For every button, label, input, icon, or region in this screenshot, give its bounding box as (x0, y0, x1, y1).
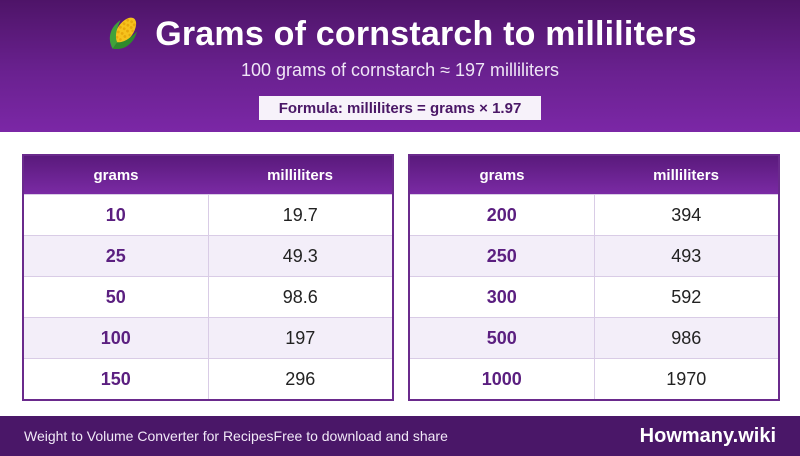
column-header-grams: grams (93, 166, 139, 184)
table-row: 250 493 (410, 235, 778, 276)
column-header-grams: grams (479, 166, 525, 184)
table-row: 100 197 (24, 317, 392, 358)
grams-cell: 100 (24, 318, 209, 358)
grams-cell: 500 (410, 318, 595, 358)
brand-logo[interactable]: Howmany.wiki (639, 424, 776, 447)
table-row: 300 592 (410, 276, 778, 317)
column-header-milliliters: milliliters (267, 166, 333, 184)
grams-cell: 150 (24, 359, 209, 399)
table-row: 25 49.3 (24, 235, 392, 276)
table-row: 10 19.7 (24, 194, 392, 235)
corn-icon (110, 17, 138, 50)
table-header: grams milliliters (410, 156, 778, 194)
formula-badge: Formula: milliliters = grams × 1.97 (259, 96, 541, 120)
grams-cell: 1000 (410, 359, 595, 399)
table-row: 50 98.6 (24, 276, 392, 317)
grams-cell: 250 (410, 236, 595, 276)
footer-text: Weight to Volume Converter for Recipes (24, 428, 274, 444)
column-header-milliliters: milliliters (653, 166, 719, 184)
footer-text-2: Free to download and share (273, 428, 448, 444)
milliliters-cell: 592 (671, 286, 702, 307)
page-title: Grams of cornstarch to milliliters (155, 14, 697, 53)
grams-cell: 50 (24, 277, 209, 317)
grams-cell: 25 (24, 236, 209, 276)
milliliters-cell: 49.3 (282, 245, 318, 266)
table-row: 500 986 (410, 317, 778, 358)
milliliters-cell: 98.6 (282, 286, 318, 307)
table-row: 200 394 (410, 194, 778, 235)
milliliters-cell: 986 (671, 327, 702, 348)
table-row: 150 296 (24, 358, 392, 399)
milliliters-cell: 296 (285, 368, 316, 389)
conversion-table-right: grams milliliters 200 394 250 493 300 59… (408, 154, 780, 401)
subtitle: 100 grams of cornstarch ≈ 197 milliliter… (241, 60, 559, 80)
footer-bar: Weight to Volume Converter for Recipes Fr… (0, 416, 800, 456)
grams-cell: 300 (410, 277, 595, 317)
milliliters-cell: 197 (285, 327, 316, 348)
grams-cell: 10 (24, 195, 209, 235)
footer-tagline: Weight to Volume Converter for Recipes Fr… (24, 416, 448, 456)
grams-cell: 200 (410, 195, 595, 235)
header-banner: Grams of cornstarch to milliliters 100 g… (0, 0, 800, 132)
table-row: 1000 1970 (410, 358, 778, 399)
title-row: Grams of cornstarch to milliliters (0, 12, 800, 56)
conversion-table-left: grams milliliters 10 19.7 25 49.3 50 98.… (22, 154, 394, 401)
milliliters-cell: 493 (671, 245, 702, 266)
table-header: grams milliliters (24, 156, 392, 194)
milliliters-cell: 19.7 (282, 204, 318, 225)
milliliters-cell: 394 (671, 204, 702, 225)
milliliters-cell: 1970 (666, 368, 707, 389)
